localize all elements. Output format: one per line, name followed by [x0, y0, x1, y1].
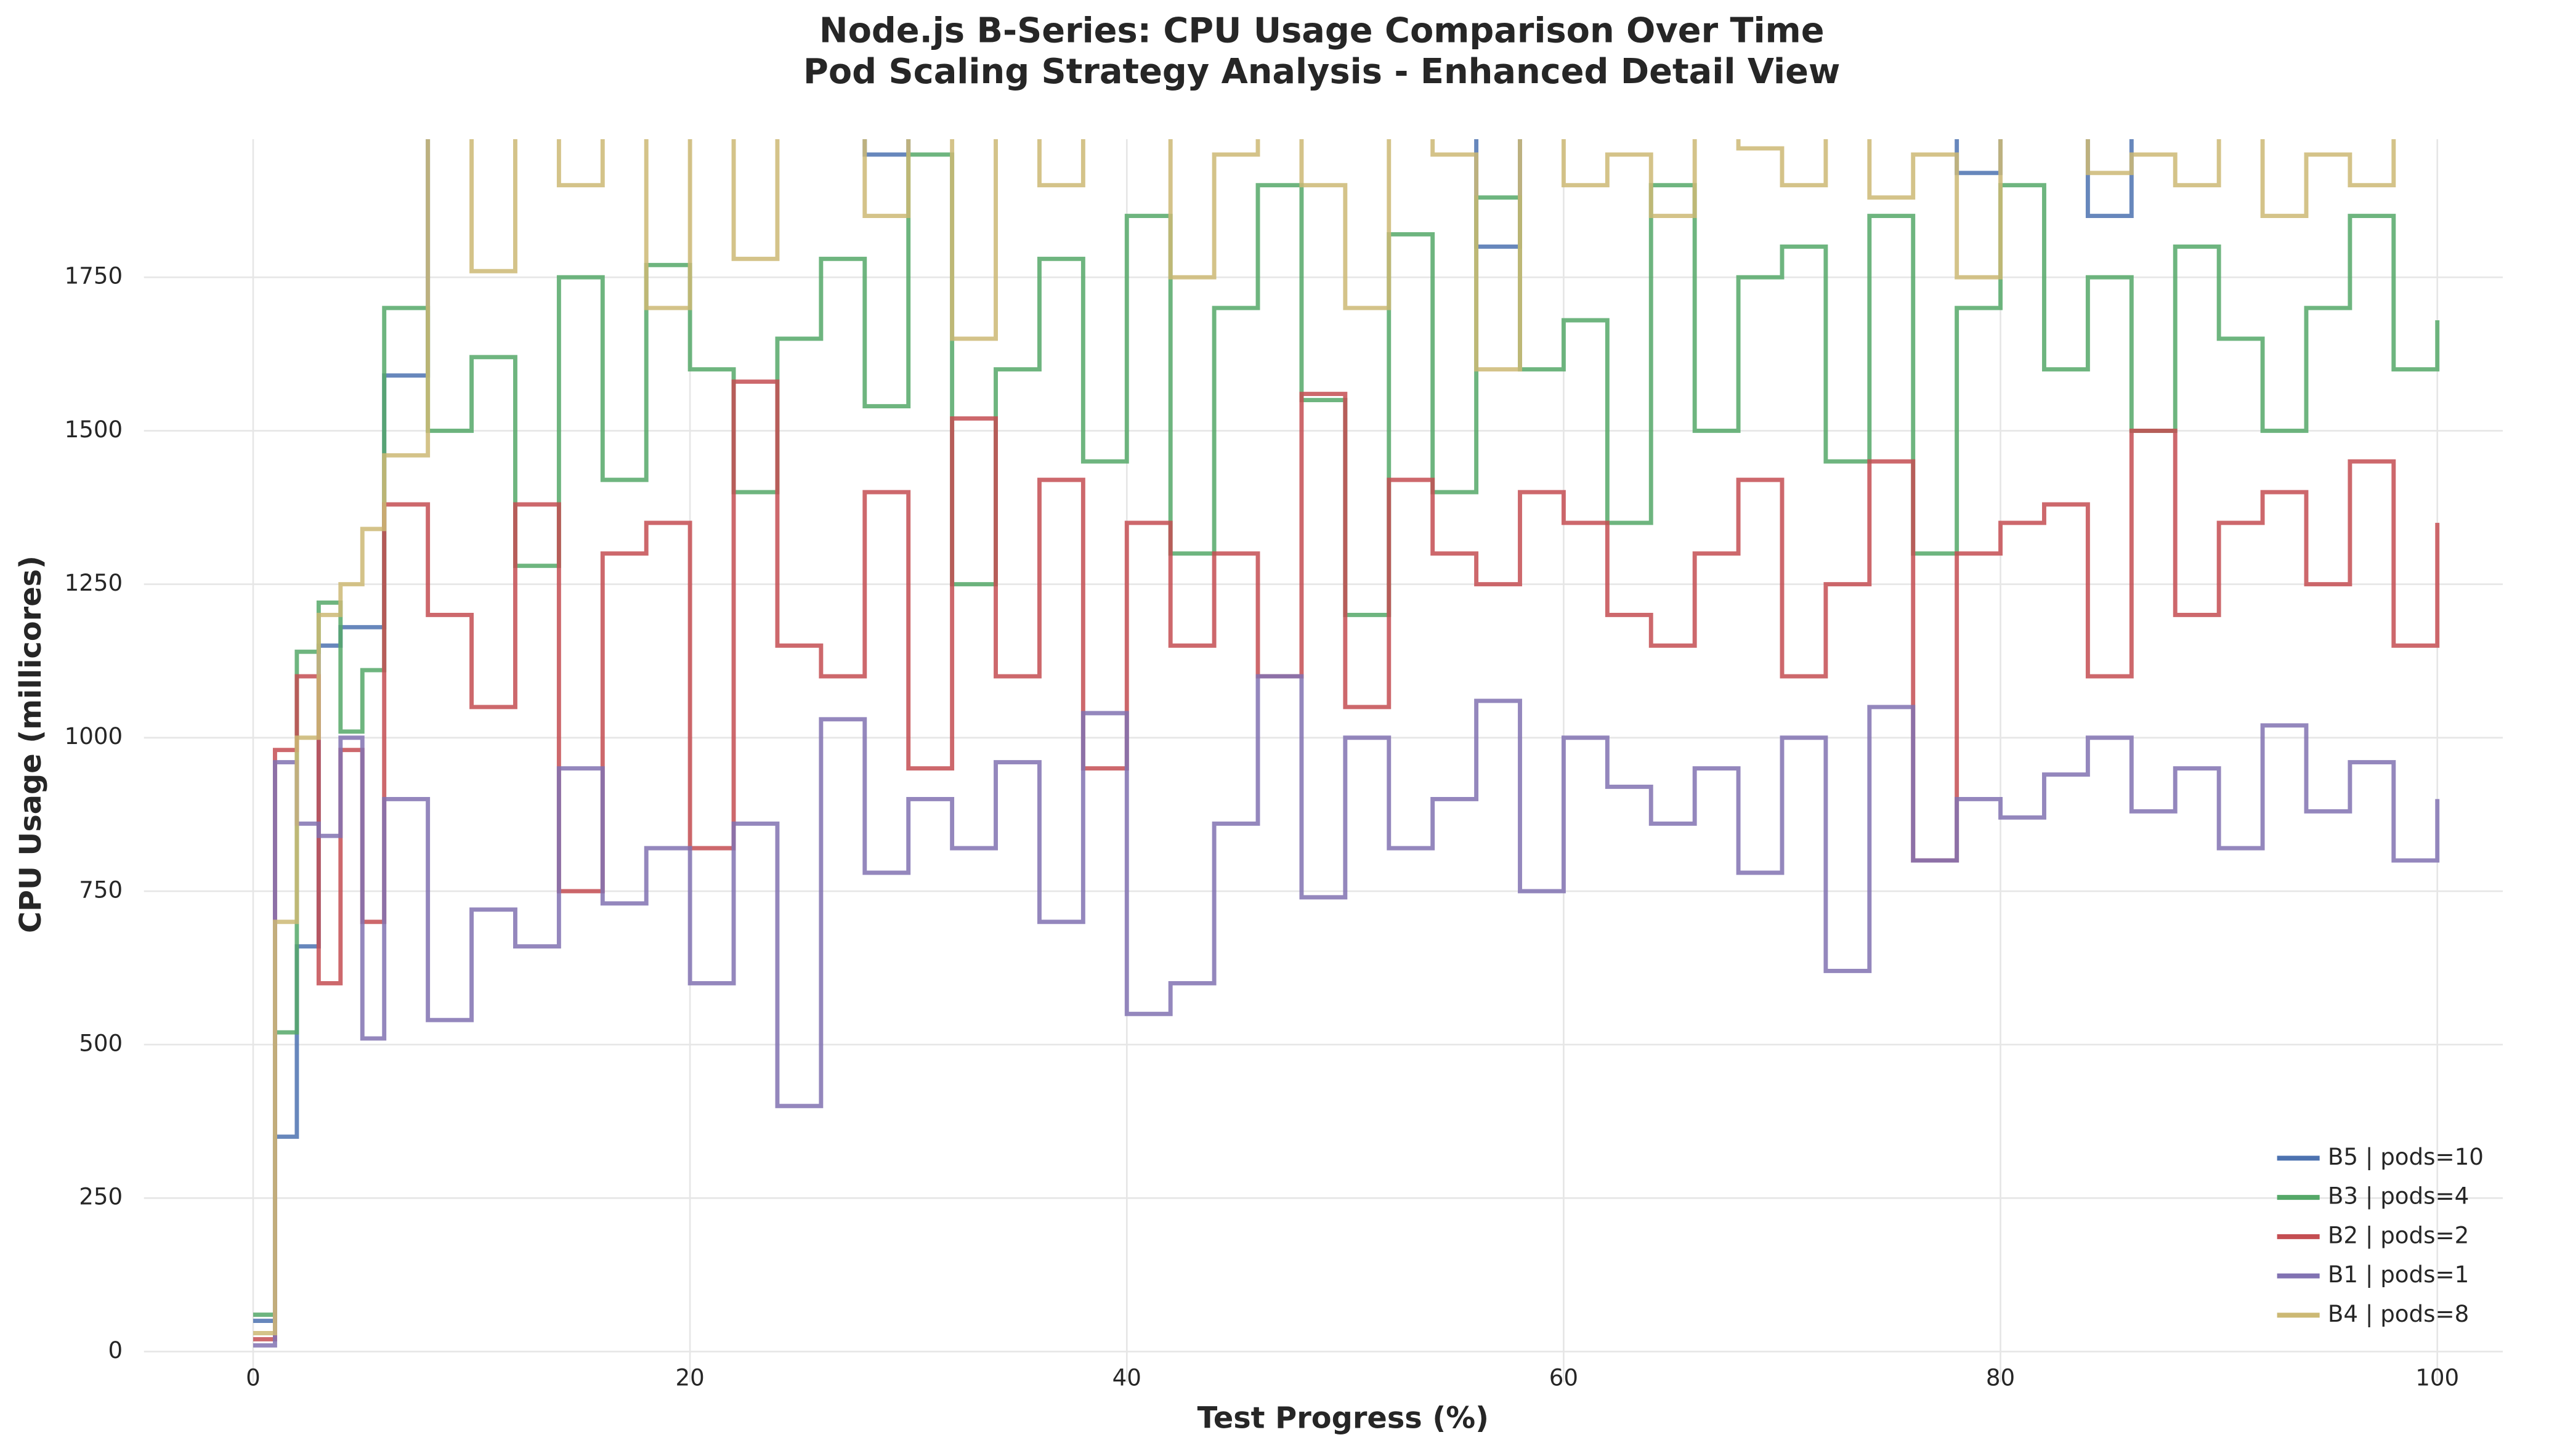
- y-tick-label: 1500: [65, 416, 123, 443]
- x-tick-label: 100: [2415, 1364, 2459, 1391]
- legend: B5 | pods=10 B3 | pods=4 B2 | pods=2 B1 | p…: [2277, 1143, 2484, 1328]
- x-tick-label: 40: [1112, 1364, 1141, 1391]
- y-tick-label: 500: [79, 1030, 123, 1057]
- chart-subtitle: Pod Scaling Strategy Analysis - Enhanced…: [803, 52, 1840, 92]
- legend-label: B3 | pods=4: [2328, 1183, 2469, 1210]
- legend-label: B4 | pods=8: [2328, 1300, 2469, 1328]
- x-tick-label: 80: [1986, 1364, 2015, 1391]
- x-tick-label: 20: [675, 1364, 704, 1391]
- series-line: [253, 674, 2440, 1348]
- legend-label: B5 | pods=10: [2328, 1143, 2484, 1171]
- y-axis-label: CPU Usage (millicores): [14, 556, 48, 933]
- plot-area: [253, 139, 2440, 1348]
- y-tick-label: 250: [79, 1183, 123, 1210]
- y-tick-label: 1000: [65, 722, 123, 750]
- legend-label: B2 | pods=2: [2328, 1221, 2469, 1249]
- x-tick-label: 60: [1549, 1364, 1578, 1391]
- legend-label: B1 | pods=1: [2328, 1261, 2469, 1288]
- y-tick-label: 1750: [65, 262, 123, 289]
- x-axis-label: Test Progress (%): [1197, 1401, 1489, 1435]
- y-tick-label: 1250: [65, 569, 123, 596]
- series-line: [253, 139, 2396, 1335]
- grid: [144, 139, 2503, 1383]
- x-tick-label: 0: [246, 1364, 261, 1391]
- y-tick-label: 750: [79, 876, 123, 903]
- series-line: [253, 152, 2440, 1317]
- y-tick-label: 0: [108, 1337, 123, 1364]
- chart-title: Node.js B-Series: CPU Usage Comparison O…: [819, 11, 1825, 51]
